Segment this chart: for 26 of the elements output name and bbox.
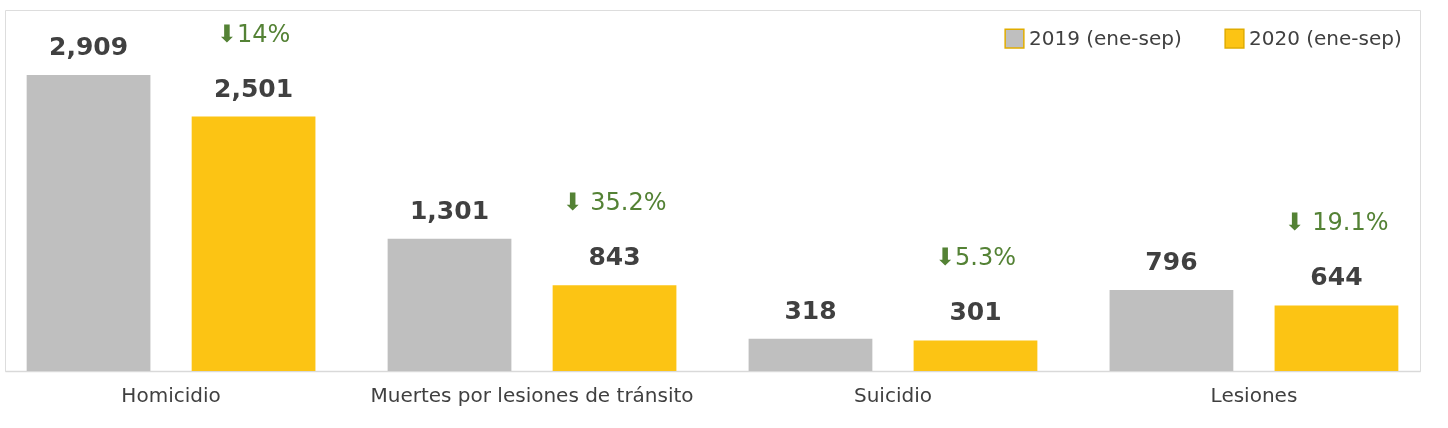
bar	[1109, 290, 1234, 371]
bar	[748, 338, 873, 371]
bar	[552, 285, 677, 371]
legend-label: 2020 (ene-sep)	[1249, 25, 1402, 50]
data-label: 796	[1145, 247, 1198, 277]
text: ⬇14%	[216, 19, 291, 48]
legend-label: 2019 (ene-sep)	[1029, 25, 1182, 50]
annotation: ⬇5.3%	[934, 243, 1017, 272]
x-tick-label: Suicidio	[854, 382, 932, 407]
data-label: 2,501	[214, 73, 294, 103]
data-label: 644	[1310, 262, 1363, 292]
data-label: 318	[784, 295, 837, 325]
data-label: 843	[588, 242, 641, 272]
bar	[26, 75, 151, 371]
annotation: ⬇ 35.2%	[562, 188, 667, 217]
bar	[191, 116, 316, 371]
x-tick-label: Lesiones	[1210, 382, 1298, 407]
x-tick-label: Homicidio	[121, 382, 221, 407]
data-label: 2,909	[49, 32, 129, 62]
bar	[387, 238, 512, 371]
data-label: 301	[949, 297, 1002, 327]
bar	[1274, 305, 1399, 371]
data-label: 1,301	[409, 195, 490, 225]
bar	[913, 340, 1038, 371]
annotation: ⬇ 19.1%	[1284, 208, 1389, 237]
x-tick-label: Muertes por lesiones de tránsito	[370, 382, 694, 407]
